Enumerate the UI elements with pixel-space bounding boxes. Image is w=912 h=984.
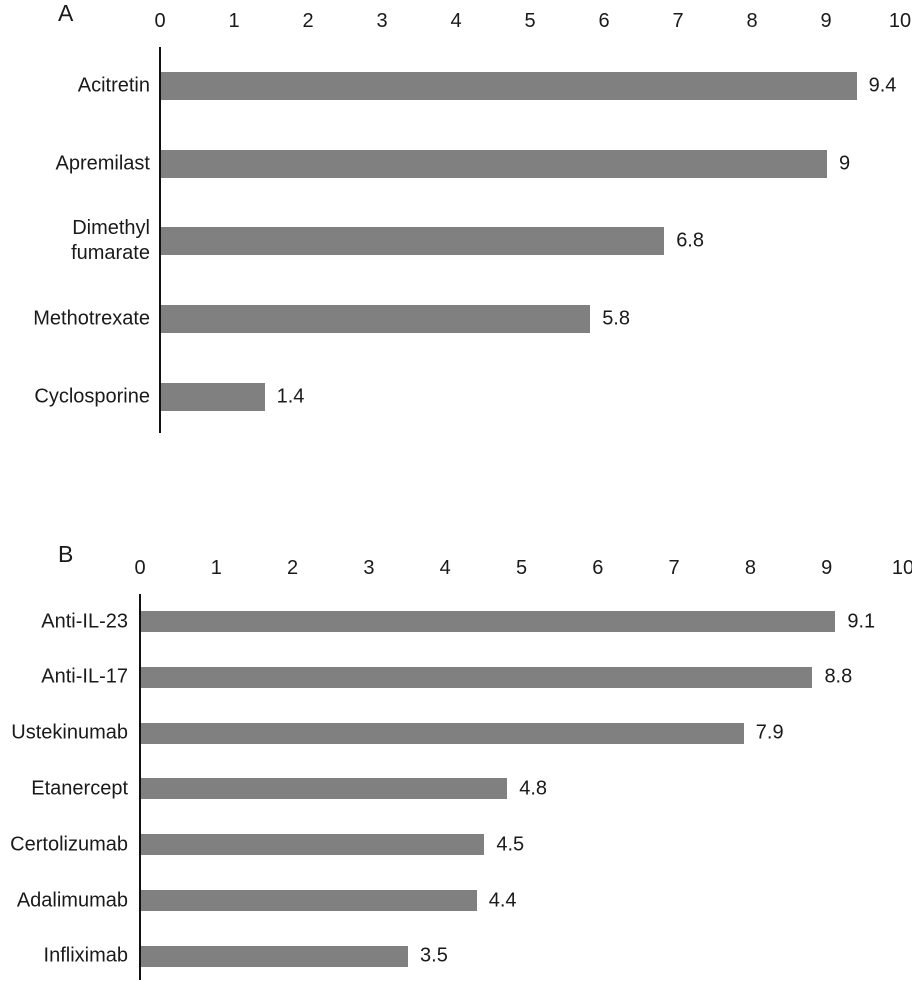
bar-value-label: 5.8 xyxy=(602,307,630,330)
x-tick-label: 7 xyxy=(668,557,680,579)
bar-value-label: 8.8 xyxy=(824,665,853,688)
bar-value-label: 4.5 xyxy=(496,833,525,856)
x-tick-label: 1 xyxy=(210,557,222,579)
category-label: Cyclosporine xyxy=(34,385,150,408)
category-label: Dimethyl fumarate xyxy=(71,217,150,265)
x-tick-label: 2 xyxy=(302,10,314,32)
x-tick-label: 6 xyxy=(592,557,604,579)
bar-value-label: 6.8 xyxy=(676,229,704,252)
bar-value-label: 9.1 xyxy=(847,610,876,632)
category-label: Anti-IL-17 xyxy=(41,665,128,688)
bar xyxy=(141,890,477,911)
x-tick-label: 9 xyxy=(821,557,833,579)
bar xyxy=(141,778,508,800)
bar-value-label: 7.9 xyxy=(755,721,784,744)
x-tick-label: 10 xyxy=(891,557,912,579)
bar xyxy=(141,611,836,632)
category-label: Adalimumab xyxy=(16,889,128,911)
x-tick-label: 8 xyxy=(744,557,756,579)
category-label: Apremilast xyxy=(55,152,150,175)
x-tick-label: 6 xyxy=(598,10,610,32)
bar-value-label: 4.4 xyxy=(488,889,517,911)
x-tick-label: 0 xyxy=(154,10,166,32)
x-tick-label: 0 xyxy=(134,557,146,579)
x-tick-label: 9 xyxy=(820,10,832,32)
x-tick-label: 5 xyxy=(524,10,536,32)
x-tick-label: 5 xyxy=(515,557,528,579)
bar xyxy=(161,382,265,411)
x-tick-label: 3 xyxy=(376,10,388,32)
bar xyxy=(161,305,591,334)
bar xyxy=(141,666,813,688)
category-label: Methotrexate xyxy=(33,307,150,330)
bar xyxy=(141,945,409,967)
x-tick-label: 3 xyxy=(363,557,375,579)
x-tick-label: 7 xyxy=(672,10,684,32)
category-label: Infliximab xyxy=(43,944,128,967)
bar xyxy=(161,227,665,256)
bar xyxy=(141,722,744,744)
bar-value-label: 1.4 xyxy=(276,385,305,408)
bar xyxy=(141,834,485,856)
x-tick-label: 4 xyxy=(439,557,451,579)
x-tick-label: 1 xyxy=(228,10,240,32)
bar-value-label: 9.4 xyxy=(868,74,897,97)
x-tick-label: 2 xyxy=(287,557,299,579)
x-tick-label: 4 xyxy=(450,10,462,32)
bar xyxy=(161,72,857,100)
panel-b-letter: B xyxy=(58,541,74,567)
category-label: Anti-IL-23 xyxy=(41,610,128,632)
bar xyxy=(161,149,827,178)
x-tick-label: 10 xyxy=(888,10,912,32)
category-label: Acitretin xyxy=(77,74,150,97)
bar-value-label: 3.5 xyxy=(420,944,448,967)
category-label: Ustekinumab xyxy=(11,721,128,744)
y-axis-line xyxy=(139,594,141,980)
bar-value-label: 9 xyxy=(839,152,851,175)
bar-value-label: 4.8 xyxy=(519,777,548,800)
x-tick-label: 8 xyxy=(746,10,758,32)
panel-a-letter: A xyxy=(58,0,74,26)
category-label: Etanercept xyxy=(31,777,128,800)
category-label: Certolizumab xyxy=(10,833,128,856)
y-axis-line xyxy=(159,47,161,433)
